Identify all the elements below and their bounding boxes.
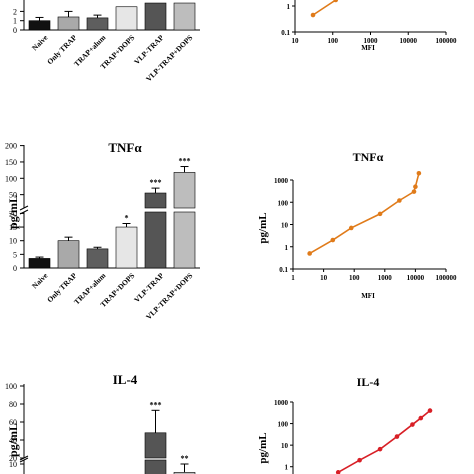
il4-bar-ytick-upper-1: 40: [9, 436, 17, 445]
xlabel-top-line: MFI: [361, 44, 375, 52]
il4-line-point-6: [427, 408, 433, 413]
il4-line-series-line: [337, 409, 431, 474]
il4-line-ytick-1: 10: [281, 442, 289, 450]
top-line-xtick-4: 100000: [436, 37, 458, 45]
tnf-line-point-1: [330, 237, 336, 243]
top-bar-ytick-2: 2: [13, 7, 17, 16]
tnf-line-xtick-4: 10000: [407, 274, 425, 282]
il4-line-point-1: [357, 457, 362, 463]
tnf-bar-ytick-upper-3: 150: [5, 158, 17, 167]
tnf-bar-ytick-lower-1: 5: [13, 250, 17, 259]
tnf-bar-bar-3: [115, 226, 138, 269]
xlabel-tnf-line: MFI: [361, 292, 375, 300]
tnf-line-point-4: [397, 198, 402, 203]
top-line-xtick-2: 1000: [364, 37, 379, 45]
ylabel-il4-bar: pg/mL: [6, 423, 20, 457]
top-line-point-0: [310, 12, 316, 18]
il4-bar-bar-4-upper: [144, 432, 167, 459]
il4-bar-sig-4: ***: [150, 400, 162, 409]
tnf-bar-sig-5: ***: [179, 157, 191, 166]
il4-bar-ytick-upper-3: 80: [9, 400, 17, 409]
tnf-bar-sig-3: *: [125, 214, 129, 223]
il4-line-point-4: [410, 422, 415, 427]
il4-bar-ytick-lower-1: 10: [9, 460, 17, 469]
top-bar-xtick-0: Naive: [30, 33, 50, 53]
tnf-bar-ytick-lower-3: 15: [9, 223, 17, 232]
top-line-xtick-3: 10000: [400, 37, 418, 45]
title-il4-bar: IL-4: [113, 372, 138, 387]
ylabel-tnf-line: pg/mL: [257, 212, 269, 243]
tnf-line-point-2: [348, 225, 354, 231]
title-tnf-bar: TNFα: [108, 140, 142, 155]
tnf-bar-bar-5-upper: [173, 172, 196, 209]
tnf-line-point-7: [416, 171, 422, 176]
tnf-line-xtick-2: 100: [349, 274, 360, 282]
top-bar-bar-3: [115, 6, 138, 31]
tnf-line-series-line: [309, 173, 420, 255]
il4-line-point-3: [394, 434, 400, 439]
top-bar-bar-4: [144, 2, 167, 31]
tnf-line-ytick-4: 1000: [274, 177, 289, 185]
il4-line-point-0: [335, 470, 341, 474]
tnf-line-xtick-1: 10: [320, 274, 328, 282]
tnf-bar-bar-4-upper: [144, 192, 167, 209]
il4-line-ytick-3: 1000: [274, 399, 289, 407]
tnf-bar-bar-0: [28, 258, 51, 269]
top-line-point-1: [333, 0, 339, 3]
tnf-line-ytick-1: 1: [285, 244, 289, 252]
tnf-line-xtick-0: 1: [291, 274, 295, 282]
tnf-line-point-5: [411, 189, 417, 194]
il4-line-ytick-0: 1: [285, 464, 289, 472]
tnf-line-point-3: [377, 211, 383, 217]
tnf-bar-sig-4: ***: [150, 178, 162, 187]
tnf-line-ytick-2: 10: [281, 222, 289, 230]
il4-bar-break-mark-lower: [19, 457, 29, 463]
tnf-bar-bar-2: [86, 248, 109, 269]
tnf-line-xtick-3: 1000: [378, 274, 393, 282]
tnf-bar-bar-1: [57, 240, 80, 269]
tnf-bar-ytick-lower-0: 0: [13, 264, 17, 273]
tnf-bar-ytick-lower-4: 20: [9, 209, 17, 218]
il4-bar-ytick-upper-2: 60: [9, 418, 17, 427]
top-line-series-line: [312, 0, 337, 16]
top-bar-bar-5: [173, 2, 196, 31]
top-bar-bar-1: [57, 16, 80, 31]
tnf-bar-bar-5-lower: [173, 211, 196, 269]
title-tnf-line: TNFα: [353, 150, 384, 164]
top-line-xtick-1: 100: [328, 37, 339, 45]
tnf-bar-xtick-0: Naive: [30, 271, 50, 291]
top-bar-bar-0: [28, 20, 51, 31]
top-line-ytick-1: 1: [287, 3, 291, 11]
il4-bar-bar-4-lower: [144, 459, 167, 474]
il4-bar-ytick-upper-4: 100: [5, 382, 17, 391]
tnf-line-xtick-5: 100000: [436, 274, 458, 282]
tnf-bar-ytick-upper-2: 100: [5, 174, 17, 183]
tnf-bar-ytick-lower-2: 10: [9, 237, 17, 246]
top-bar-bar-2: [86, 17, 109, 31]
ylabel-tnf-bar: pg/mL: [6, 195, 20, 229]
tnf-line-point-0: [307, 251, 312, 256]
il4-bar-sig-5: **: [181, 454, 189, 463]
tnf-line-ytick-0: 0.1: [279, 266, 288, 274]
title-il4-line: IL-4: [357, 375, 380, 389]
top-bar-ytick-1: 1: [13, 17, 17, 26]
tnf-bar-ytick-upper-4: 200: [5, 142, 17, 151]
tnf-bar-bar-4-lower: [144, 211, 167, 269]
top-line-xtick-0: 10: [292, 37, 300, 45]
il4-line-ytick-2: 100: [278, 421, 289, 429]
tnf-line-ytick-3: 100: [278, 199, 289, 207]
il4-line-point-2: [377, 446, 383, 452]
ylabel-il4-line: pg/mL: [257, 432, 269, 463]
top-line-ytick-0: 0.1: [281, 29, 290, 37]
tnf-line-point-6: [413, 184, 418, 189]
tnf-bar-ytick-upper-1: 50: [9, 191, 17, 200]
il4-line-point-5: [418, 415, 424, 421]
tnf-bar-break-mark-upper: [19, 205, 29, 211]
il4-bar-ytick-upper-0: 20: [9, 454, 17, 463]
top-bar-ytick-0: 0: [13, 26, 17, 35]
